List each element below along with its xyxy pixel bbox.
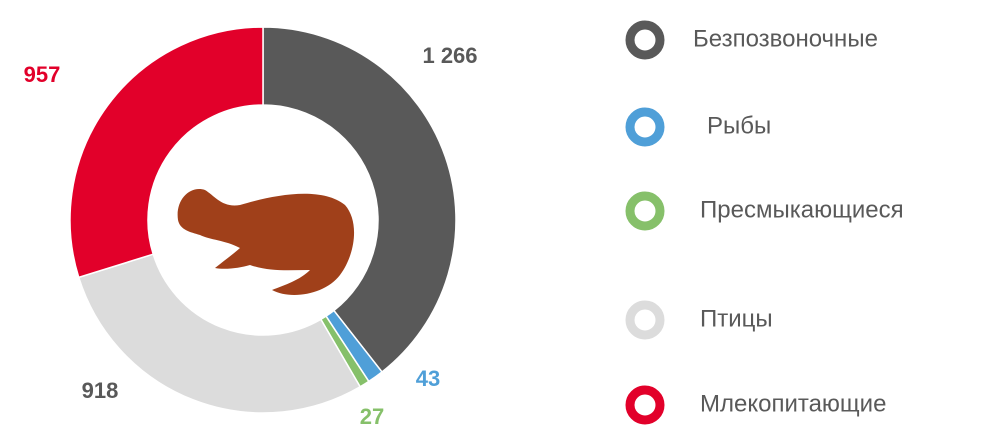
weasel-icon xyxy=(178,189,354,295)
legend-marker xyxy=(630,112,660,142)
legend-label: Млекопитающие xyxy=(700,390,886,417)
data-label: 957 xyxy=(24,62,61,87)
legend-label: Безпозвоночные xyxy=(693,25,878,52)
legend-marker xyxy=(630,196,660,226)
icon xyxy=(178,189,354,295)
legend-marker xyxy=(630,305,660,335)
data-label: 27 xyxy=(360,404,384,429)
data-label: 1 266 xyxy=(422,43,477,68)
legend-marker xyxy=(630,390,660,420)
data-label: 918 xyxy=(82,378,119,403)
data-label: 43 xyxy=(416,366,440,391)
chart: 1 266 Безпозвоночные 43 Рыбы 27 Пресмыкающиес… xyxy=(0,0,1000,433)
legend-marker xyxy=(630,25,660,55)
legend-label: Пресмыкающиеся xyxy=(700,196,904,223)
legend-label: Птицы xyxy=(700,305,773,332)
legend-label: Рыбы xyxy=(707,112,771,139)
